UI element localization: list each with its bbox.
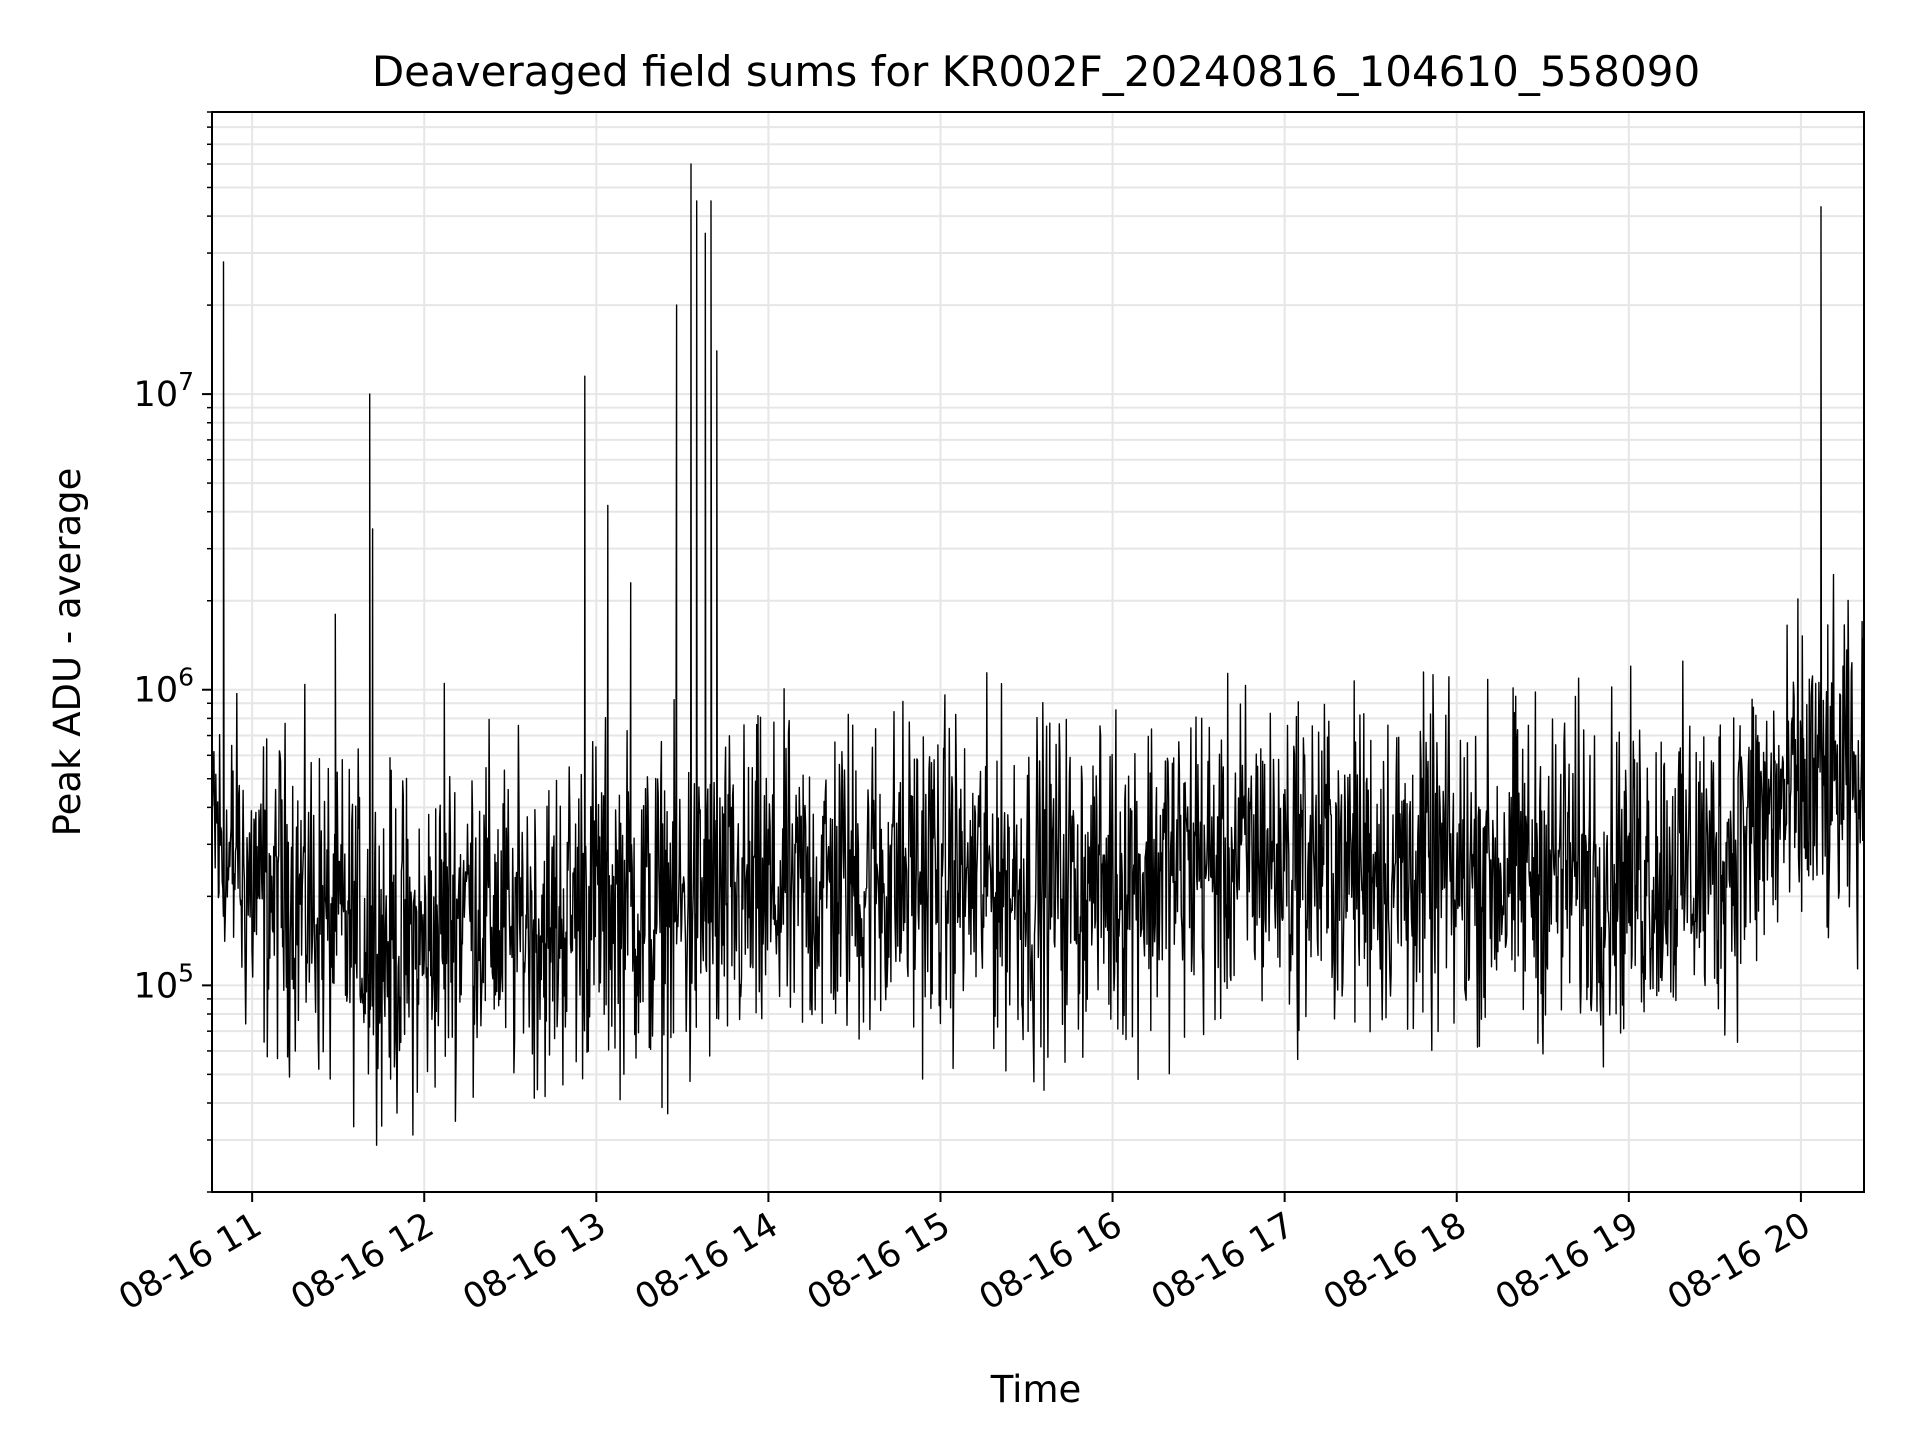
y-tick-label: 105: [134, 958, 194, 1006]
x-axis-label: Time: [990, 1368, 1082, 1411]
chart-title: Deaveraged field sums for KR002F_2024081…: [372, 47, 1700, 96]
y-axis: 105 106 107: [134, 111, 212, 1193]
plot-area: [211, 163, 1865, 1146]
y-tick-label: 107: [134, 367, 194, 415]
y-axis-label: Peak ADU - average: [46, 468, 89, 837]
y-tick-label: 106: [134, 663, 194, 711]
plot-frame: [211, 111, 1865, 1193]
series-line: [211, 163, 1865, 1146]
